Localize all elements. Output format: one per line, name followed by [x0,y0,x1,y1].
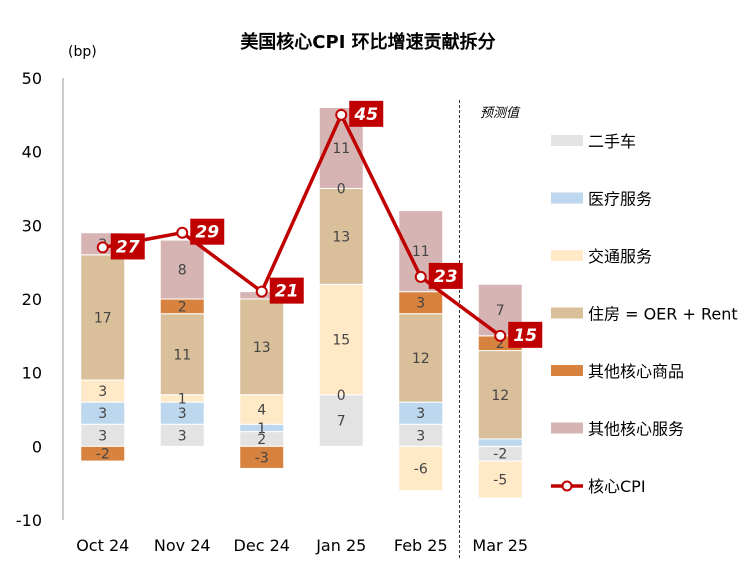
core-cpi-callout [190,218,225,245]
legend-swatch [551,307,583,319]
core-cpi-value-label: 29 [195,223,219,243]
bar-segment [239,394,285,425]
legend-label: 核心CPI [588,477,646,496]
y-tick-label: -10 [16,511,42,530]
core-cpi-callout [349,100,384,127]
bar-segment-label: 0 [337,388,346,404]
core-cpi-value-label: 21 [275,282,299,302]
bar-segment-label: 11 [173,347,191,363]
bar-segment-label: -5 [493,472,507,488]
forecast-label: 预测值 [480,106,521,121]
core-cpi-value-label: 15 [513,326,537,346]
legend-swatch [551,365,583,376]
x-tick-label: Feb 25 [394,536,448,555]
core-cpi-point [176,226,189,239]
y-tick-label: 50 [22,69,42,88]
bar-segment-label: 7 [337,414,346,430]
core-cpi-value-label: 45 [353,105,378,125]
bar-segment [80,445,126,462]
bar-segment [159,313,205,396]
bar-segment [398,445,444,492]
core-cpi-callout [428,262,463,289]
bar-segment-label: -3 [255,450,269,466]
y-tick-label: 30 [22,216,42,235]
core-cpi-callout [269,277,304,304]
y-tick-label: 40 [22,143,42,162]
bar-segment-label: 1 [178,391,187,407]
bar-segment-label: 13 [253,340,271,356]
legend-label: 医疗服务 [588,190,652,209]
core-cpi-callout [110,233,145,260]
x-tick-label: Mar 25 [472,536,528,555]
bars-layer [80,106,523,499]
bar-segment-label: 2 [178,299,187,315]
bar-segment-label: 3 [98,384,107,400]
legend-swatch [551,250,583,261]
legend-swatch [551,192,583,204]
bar-segment-label: 3 [416,406,425,422]
bar-segment-label: 7 [496,303,505,319]
bar-segment-label: 17 [94,310,112,326]
bar-segment-label: -2 [493,447,507,463]
bar-segment [318,188,364,285]
legend-swatch [551,422,583,434]
bar-segment-label: -6 [414,461,428,477]
bar-segment-label: 12 [412,351,430,367]
bar-segment-label: -2 [96,447,110,463]
bar-segment [239,298,285,396]
legend-swatch [551,135,583,146]
y-tick-label: 10 [22,364,42,383]
bar-segment-label: 3 [178,406,187,422]
bar-segment-label: 15 [332,333,350,349]
bar-segment-label: 4 [257,403,266,419]
bar-segment-label: 11 [332,141,350,157]
bar-segment-label: 3 [178,428,187,444]
bar-segment-label: 1 [257,421,266,437]
chart-title: 美国核心CPI 环比增速贡献拆分 [240,31,495,53]
bar-segment-label: 3 [416,296,425,312]
bar-segment [318,283,364,396]
bar-segment-label: 12 [491,388,509,404]
bar-segment [398,313,444,403]
core-cpi-value-label: 27 [116,237,140,257]
core-cpi-value-label: 23 [434,267,458,287]
legend-label: 交通服务 [588,247,652,266]
y-tick-label: 0 [32,437,42,456]
legend-label: 住房 = OER + Rent [588,305,738,324]
bar-segment-label: 2 [257,432,266,448]
bar-segment [477,438,523,447]
core-cpi-point [494,329,507,342]
y-unit-label: (bp) [68,44,97,60]
bar-segment-label: 3 [98,406,107,422]
bar-segment-label: 2 [496,336,505,352]
core-cpi-point [255,285,268,298]
bar-segment-label: 13 [332,229,350,245]
x-tick-label: Dec 24 [234,536,290,555]
x-tick-label: Jan 25 [315,536,366,555]
bar-segment-label: 3 [416,428,425,444]
y-tick-label: 20 [22,290,42,309]
bar-segment [477,460,523,499]
core-cpi-point [96,241,109,254]
bar-segment-label: 11 [412,244,430,260]
legend-label: 其他核心商品 [588,362,684,381]
segment-labels-layer: 33317-23331112821413-370151301133-612311… [94,141,509,489]
legend-label: 其他核心服务 [588,420,684,439]
core-cpi-point [335,108,348,121]
legend-label: 二手车 [588,132,636,151]
bar-segment-label: 8 [178,263,187,279]
core-cpi-callout [508,321,543,348]
bar-segment [239,445,285,469]
x-tick-label: Oct 24 [76,536,129,555]
x-tick-label: Nov 24 [154,536,211,555]
legend-line-marker [561,480,573,492]
bar-segment-label: 0 [337,182,346,198]
bar-segment-label: 3 [98,428,107,444]
bar-segment [159,239,205,300]
core-cpi-point [414,270,427,283]
